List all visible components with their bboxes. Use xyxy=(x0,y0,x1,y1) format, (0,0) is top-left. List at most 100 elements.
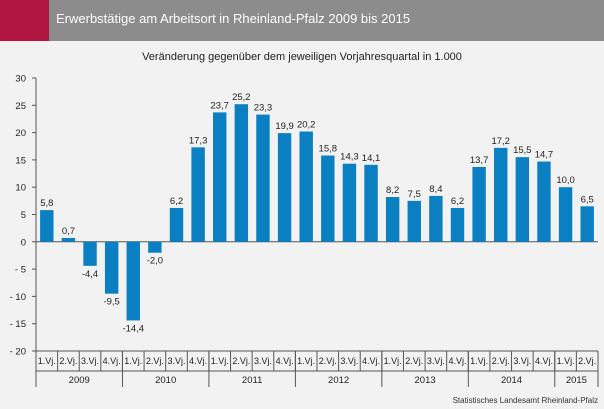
page-title: Erwerbstätige am Arbeitsort in Rheinland… xyxy=(56,11,411,26)
y-tick-label: 15 xyxy=(15,155,26,166)
x-tick-label: 1.Vj. xyxy=(211,356,229,366)
x-tick-label: 3.Vj. xyxy=(81,356,99,366)
y-tick-label: 30 xyxy=(15,74,26,85)
year-label: 2015 xyxy=(566,375,587,386)
bar-value-label: 15,8 xyxy=(319,144,338,155)
bar xyxy=(191,147,205,242)
x-tick-label: 4.Vj. xyxy=(448,356,466,366)
bar xyxy=(515,157,530,242)
bar-value-label: 8,4 xyxy=(429,184,442,195)
y-tick-label: - 5 xyxy=(15,265,26,276)
bar-value-label: 5,8 xyxy=(40,198,53,209)
bar-value-label: 13,7 xyxy=(470,155,489,166)
chart-subtitle: Veränderung gegenüber dem jeweiligen Vor… xyxy=(142,51,462,63)
bar-value-label: 17,2 xyxy=(491,136,510,147)
year-label: 2013 xyxy=(415,375,436,386)
x-tick-label: 2.Vj. xyxy=(146,356,164,366)
bar xyxy=(83,241,97,266)
year-label: 2014 xyxy=(501,375,522,386)
bar xyxy=(299,131,313,242)
y-tick-label: 10 xyxy=(15,183,26,194)
header-bar: Erwerbstätige am Arbeitsort in Rheinland… xyxy=(0,0,604,41)
x-tick-label: 1.Vj. xyxy=(384,356,402,366)
y-tick-label: - 15 xyxy=(10,319,26,330)
bar xyxy=(61,237,76,242)
bar xyxy=(364,164,378,242)
y-tick-label: 5 xyxy=(21,210,26,221)
bar xyxy=(213,112,227,242)
bar xyxy=(148,241,162,253)
accent-block xyxy=(0,0,49,41)
y-tick-label: 20 xyxy=(15,128,26,139)
bar-value-label: 17,3 xyxy=(189,135,208,146)
x-tick-label: 2.Vj. xyxy=(492,356,510,366)
x-tick-label: 3.Vj. xyxy=(254,356,272,366)
bar xyxy=(256,114,270,242)
bar-value-label: 23,3 xyxy=(254,103,273,114)
bar-value-label: 0,7 xyxy=(62,226,75,237)
bar-value-label: 7,5 xyxy=(408,189,421,200)
bar xyxy=(450,207,465,242)
x-tick-label: 3.Vj. xyxy=(513,356,531,366)
bar-value-label: 19,9 xyxy=(275,121,294,132)
year-label: 2012 xyxy=(328,375,349,386)
x-tick-label: 4.Vj. xyxy=(535,356,553,366)
bar-value-label: 6,2 xyxy=(451,196,464,207)
bar xyxy=(169,207,184,242)
bar-value-label: 10,0 xyxy=(556,175,575,186)
bar xyxy=(429,195,443,242)
year-label: 2009 xyxy=(69,375,90,386)
bar xyxy=(277,133,292,242)
x-tick-label: 1.Vj. xyxy=(297,356,315,366)
x-tick-label: 3.Vj. xyxy=(167,356,185,366)
bar xyxy=(407,200,421,242)
y-tick-label: - 10 xyxy=(10,292,26,303)
x-tick-label: 3.Vj. xyxy=(340,356,358,366)
bar xyxy=(580,206,594,242)
bar xyxy=(104,241,119,294)
bar-value-label: -9,5 xyxy=(103,297,119,308)
x-tick-label: 2.Vj. xyxy=(405,356,423,366)
bar-value-label: 14,3 xyxy=(340,152,359,163)
bar xyxy=(537,161,551,242)
year-label: 2011 xyxy=(242,375,262,386)
y-tick-label: - 20 xyxy=(10,347,26,358)
x-tick-label: 3.Vj. xyxy=(427,356,445,366)
bar xyxy=(494,147,508,242)
x-tick-label: 4.Vj. xyxy=(103,356,121,366)
bar-value-label: 15,5 xyxy=(513,145,532,156)
x-tick-label: 2.Vj. xyxy=(578,356,596,366)
x-tick-label: 2.Vj. xyxy=(232,356,250,366)
x-tick-label: 2.Vj. xyxy=(59,356,77,366)
bar-value-label: 6,2 xyxy=(170,196,183,207)
bar xyxy=(321,155,335,242)
x-tick-label: 4.Vj. xyxy=(276,356,294,366)
bar xyxy=(126,241,140,321)
x-tick-label: 4.Vj. xyxy=(189,356,207,366)
x-tick-label: 1.Vj. xyxy=(38,356,56,366)
x-tick-label: 1.Vj. xyxy=(124,356,142,366)
bar xyxy=(234,104,249,242)
bar-value-label: 8,2 xyxy=(386,185,399,196)
bar-value-label: -14,4 xyxy=(122,323,144,334)
bar xyxy=(40,210,54,242)
source-note: Statistisches Landesamt Rheinland-Pfalz xyxy=(452,396,598,405)
x-tick-label: 2.Vj. xyxy=(319,356,337,366)
bar-value-label: 6,5 xyxy=(581,194,594,205)
y-tick-label: 25 xyxy=(15,101,26,112)
bar xyxy=(472,166,486,242)
bar-value-label: 25,2 xyxy=(232,92,251,103)
bar-value-label: -4,4 xyxy=(82,269,98,280)
bar-value-label: 23,7 xyxy=(210,100,229,111)
bar xyxy=(342,163,357,242)
bar-value-label: 14,7 xyxy=(535,150,554,161)
bar xyxy=(558,187,573,242)
x-tick-label: 4.Vj. xyxy=(362,356,380,366)
x-tick-label: 1.Vj. xyxy=(470,356,488,366)
bar-value-label: 20,2 xyxy=(297,120,316,131)
x-tick-label: 1.Vj. xyxy=(557,356,575,366)
bar-value-label: -2,0 xyxy=(147,256,163,267)
bar-value-label: 14,1 xyxy=(362,153,381,164)
year-label: 2010 xyxy=(155,375,176,386)
